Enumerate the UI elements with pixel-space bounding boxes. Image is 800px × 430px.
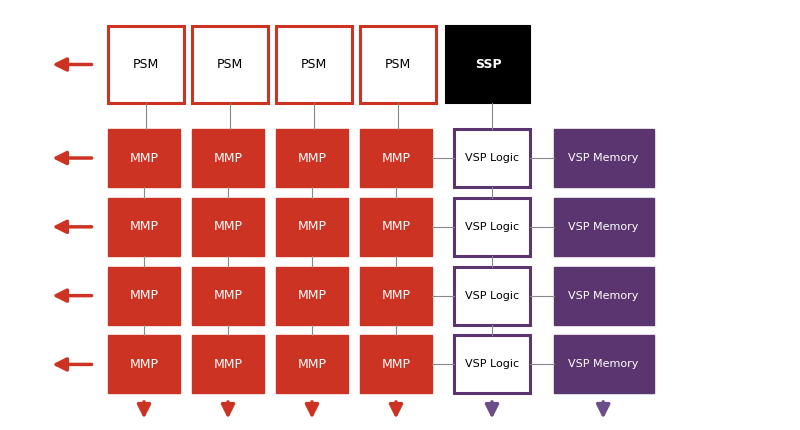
FancyBboxPatch shape	[360, 335, 432, 393]
FancyBboxPatch shape	[360, 26, 436, 103]
Text: MMP: MMP	[130, 151, 158, 165]
FancyBboxPatch shape	[554, 198, 654, 256]
Text: MMP: MMP	[298, 289, 326, 302]
Text: VSP Memory: VSP Memory	[569, 359, 638, 369]
FancyBboxPatch shape	[276, 335, 348, 393]
FancyBboxPatch shape	[554, 129, 654, 187]
Text: MMP: MMP	[382, 358, 410, 371]
FancyBboxPatch shape	[192, 267, 264, 325]
Text: VSP Memory: VSP Memory	[569, 153, 638, 163]
FancyBboxPatch shape	[454, 129, 530, 187]
FancyBboxPatch shape	[454, 267, 530, 325]
FancyBboxPatch shape	[108, 335, 180, 393]
FancyBboxPatch shape	[192, 198, 264, 256]
Text: VSP Logic: VSP Logic	[466, 291, 519, 301]
FancyBboxPatch shape	[554, 335, 654, 393]
Text: SSP: SSP	[475, 58, 502, 71]
Text: VSP Logic: VSP Logic	[466, 359, 519, 369]
FancyBboxPatch shape	[360, 198, 432, 256]
Text: MMP: MMP	[382, 151, 410, 165]
Text: VSP Logic: VSP Logic	[466, 153, 519, 163]
FancyBboxPatch shape	[108, 267, 180, 325]
Text: PSM: PSM	[301, 58, 327, 71]
FancyBboxPatch shape	[192, 26, 268, 103]
FancyBboxPatch shape	[276, 198, 348, 256]
FancyBboxPatch shape	[276, 129, 348, 187]
Text: MMP: MMP	[382, 220, 410, 233]
Text: PSM: PSM	[133, 58, 159, 71]
FancyBboxPatch shape	[446, 26, 530, 103]
FancyBboxPatch shape	[192, 335, 264, 393]
Text: MMP: MMP	[382, 289, 410, 302]
Text: VSP Memory: VSP Memory	[569, 222, 638, 232]
Text: PSM: PSM	[217, 58, 243, 71]
FancyBboxPatch shape	[276, 26, 352, 103]
Text: MMP: MMP	[130, 220, 158, 233]
FancyBboxPatch shape	[108, 198, 180, 256]
FancyBboxPatch shape	[108, 26, 184, 103]
FancyBboxPatch shape	[554, 267, 654, 325]
FancyBboxPatch shape	[454, 198, 530, 256]
Text: MMP: MMP	[298, 358, 326, 371]
Text: MMP: MMP	[214, 358, 242, 371]
Text: MMP: MMP	[214, 151, 242, 165]
Text: MMP: MMP	[298, 151, 326, 165]
FancyBboxPatch shape	[360, 267, 432, 325]
Text: VSP Memory: VSP Memory	[569, 291, 638, 301]
FancyBboxPatch shape	[192, 129, 264, 187]
Text: MMP: MMP	[214, 220, 242, 233]
FancyBboxPatch shape	[276, 267, 348, 325]
FancyBboxPatch shape	[108, 129, 180, 187]
Text: MMP: MMP	[214, 289, 242, 302]
Text: PSM: PSM	[385, 58, 411, 71]
FancyBboxPatch shape	[454, 335, 530, 393]
Text: MMP: MMP	[298, 220, 326, 233]
Text: VSP Logic: VSP Logic	[466, 222, 519, 232]
FancyBboxPatch shape	[360, 129, 432, 187]
Text: MMP: MMP	[130, 358, 158, 371]
Text: MMP: MMP	[130, 289, 158, 302]
